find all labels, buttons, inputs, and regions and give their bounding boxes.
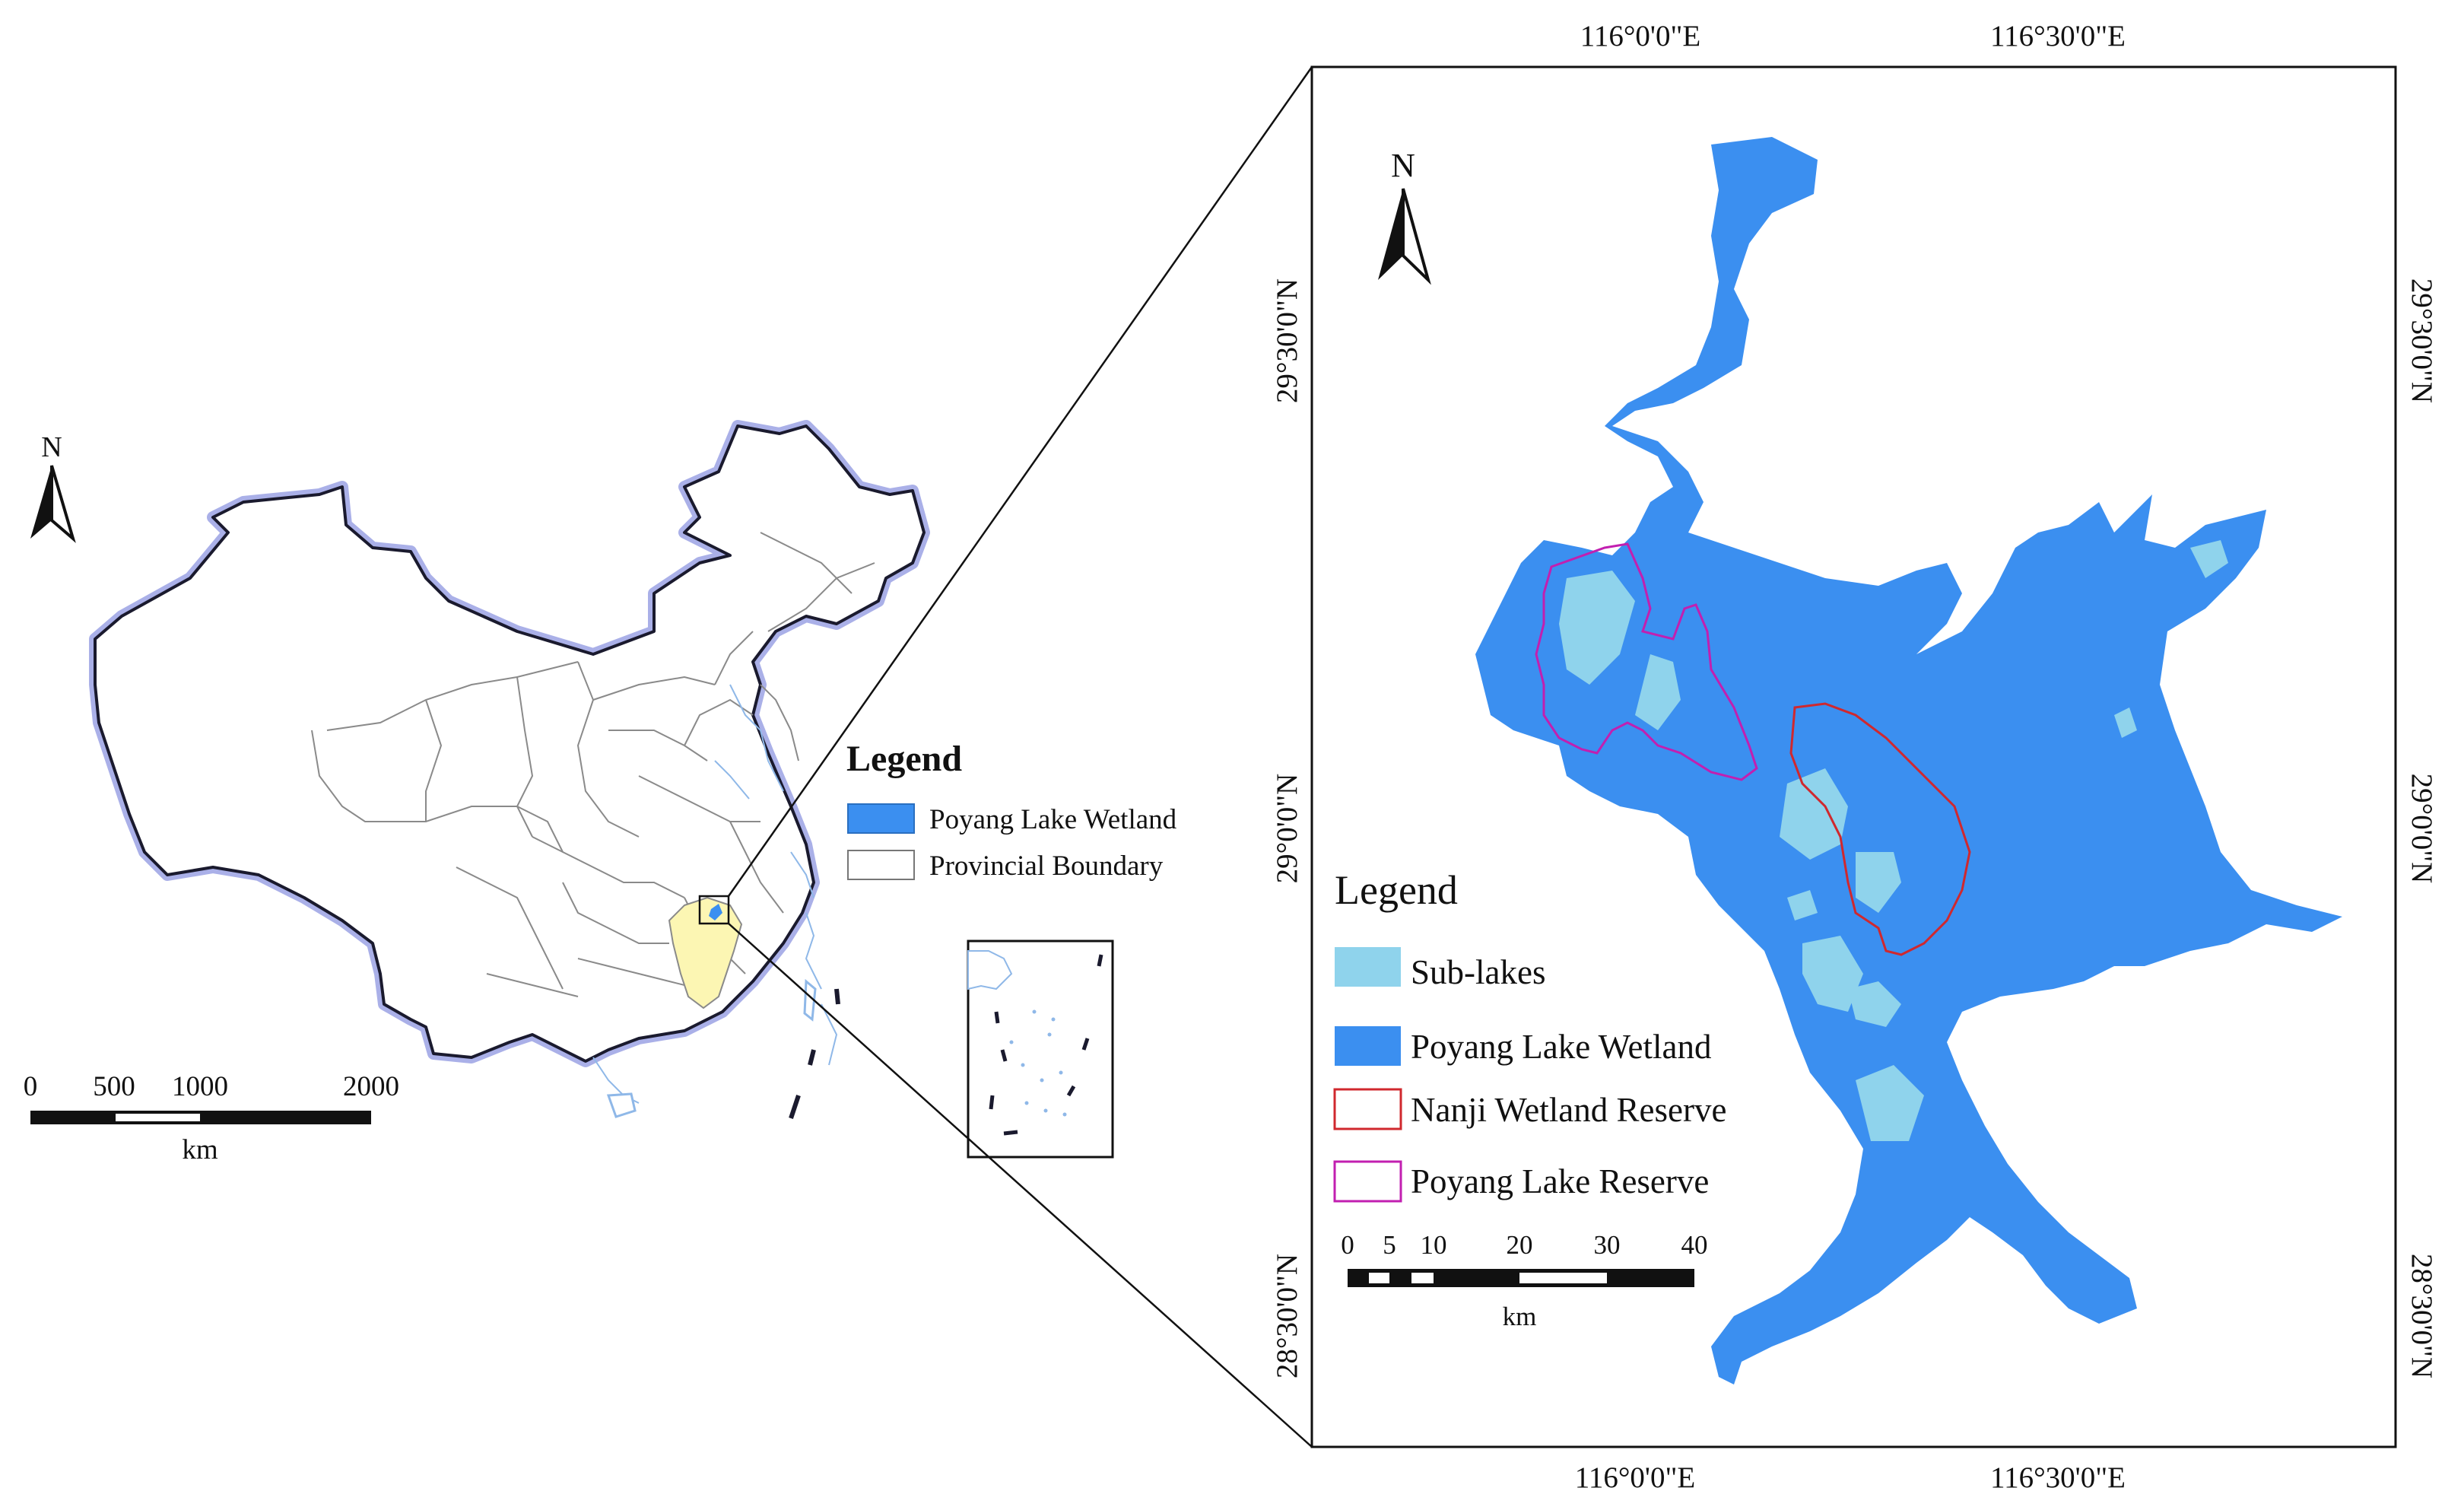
legend-swatch-poyang-reserve [1333,1160,1402,1203]
hainan-island [606,1092,637,1118]
bottom-coord-116-30: 116°30'0"E [1990,1461,2126,1494]
jiangxi-province [668,896,743,1009]
detail-map: 116°0'0"E 116°30'0"E 116°0'0"E 116°30'0"… [1271,20,2438,1494]
south-china-sea-inset [967,939,1114,1159]
poyang-lake-reserve [1535,542,1758,781]
detail-scale-tick-30: 30 [1594,1230,1621,1260]
right-coord-28-30: 28°30'0"N [2405,1254,2438,1378]
overview-scale-tick-500: 500 [93,1071,135,1102]
overview-legend-label-wetland: Poyang Lake Wetland [929,804,1177,835]
left-coord-29-30: 29°30'0"N [1271,278,1303,403]
detail-legend: Legend Sub-lakes Poyang Lake Wetland Nan… [1333,867,1726,1203]
detail-legend-label-wetland: Poyang Lake Wetland [1411,1028,1711,1066]
left-coord-28-30: 28°30'0"N [1271,1254,1303,1378]
legend-swatch-provincial-boundary [847,850,915,880]
legend-swatch-poyang-wetland [847,803,915,834]
top-coord-116-0: 116°0'0"E [1580,20,1700,52]
detail-scale-unit: km [1503,1302,1537,1331]
north-arrow-icon [30,466,52,539]
overview-scale-bar: 0 500 1000 2000 km [24,1071,399,1165]
detail-scale-tick-5: 5 [1383,1230,1396,1260]
detail-legend-title: Legend [1335,867,1458,913]
detail-north-label: N [1391,147,1415,184]
legend-swatch-wetland [1335,1026,1401,1066]
overview-scale-unit: km [182,1134,218,1165]
detail-legend-label-poyang-reserve: Poyang Lake Reserve [1411,1162,1709,1200]
detail-legend-label-sub-lakes: Sub-lakes [1411,953,1545,991]
right-coord-29-0: 29°0'0"N [2405,774,2438,884]
detail-scale-tick-40: 40 [1681,1230,1708,1260]
overview-legend-label-boundary: Provincial Boundary [929,850,1164,882]
sea-boundary-dashes [789,988,840,1119]
overview-legend-title: Legend [846,739,962,779]
detail-legend-label-nanji: Nanji Wetland Reserve [1411,1091,1726,1129]
sub-lakes [1559,540,2228,1141]
north-arrow-icon-detail-right [1402,188,1431,285]
right-coord-29-30: 29°30'0"N [2405,278,2438,403]
detail-scale-bar: 0 5 10 20 30 40 km [1341,1230,1707,1331]
overview-highlight-box [698,895,730,925]
top-coord-116-30: 116°30'0"E [1990,20,2126,52]
poyang-lake-small [709,904,722,920]
overview-scale-tick-0: 0 [24,1071,38,1102]
legend-swatch-sub-lakes [1335,947,1401,987]
overview-map: N [24,420,1177,1165]
overview-north-arrow: N [30,431,76,543]
detail-north-arrow: N [1378,147,1431,285]
zoom-connector-lines [727,66,1313,1448]
overview-scale-tick-1000: 1000 [172,1071,228,1102]
detail-scale-tick-20: 20 [1507,1230,1533,1260]
legend-swatch-nanji [1333,1088,1402,1130]
detail-scale-tick-0: 0 [1341,1230,1354,1260]
north-arrow-icon-detail [1378,189,1403,280]
left-coord-29-0: 29°0'0"N [1271,774,1303,884]
china-outline [94,424,926,1063]
overview-north-label: N [41,431,62,463]
taiwan-island [803,978,817,1022]
overview-legend: Legend Poyang Lake Wetland Provincial Bo… [846,739,1177,882]
detail-scale-tick-10: 10 [1421,1230,1447,1260]
nanji-wetland-reserve [1789,702,1971,956]
rivers [592,684,838,1104]
overview-scale-tick-2000: 2000 [343,1071,399,1102]
bottom-coord-116-0: 116°0'0"E [1575,1461,1695,1494]
north-arrow-icon-right [50,465,76,543]
provincial-boundaries [311,532,875,997]
